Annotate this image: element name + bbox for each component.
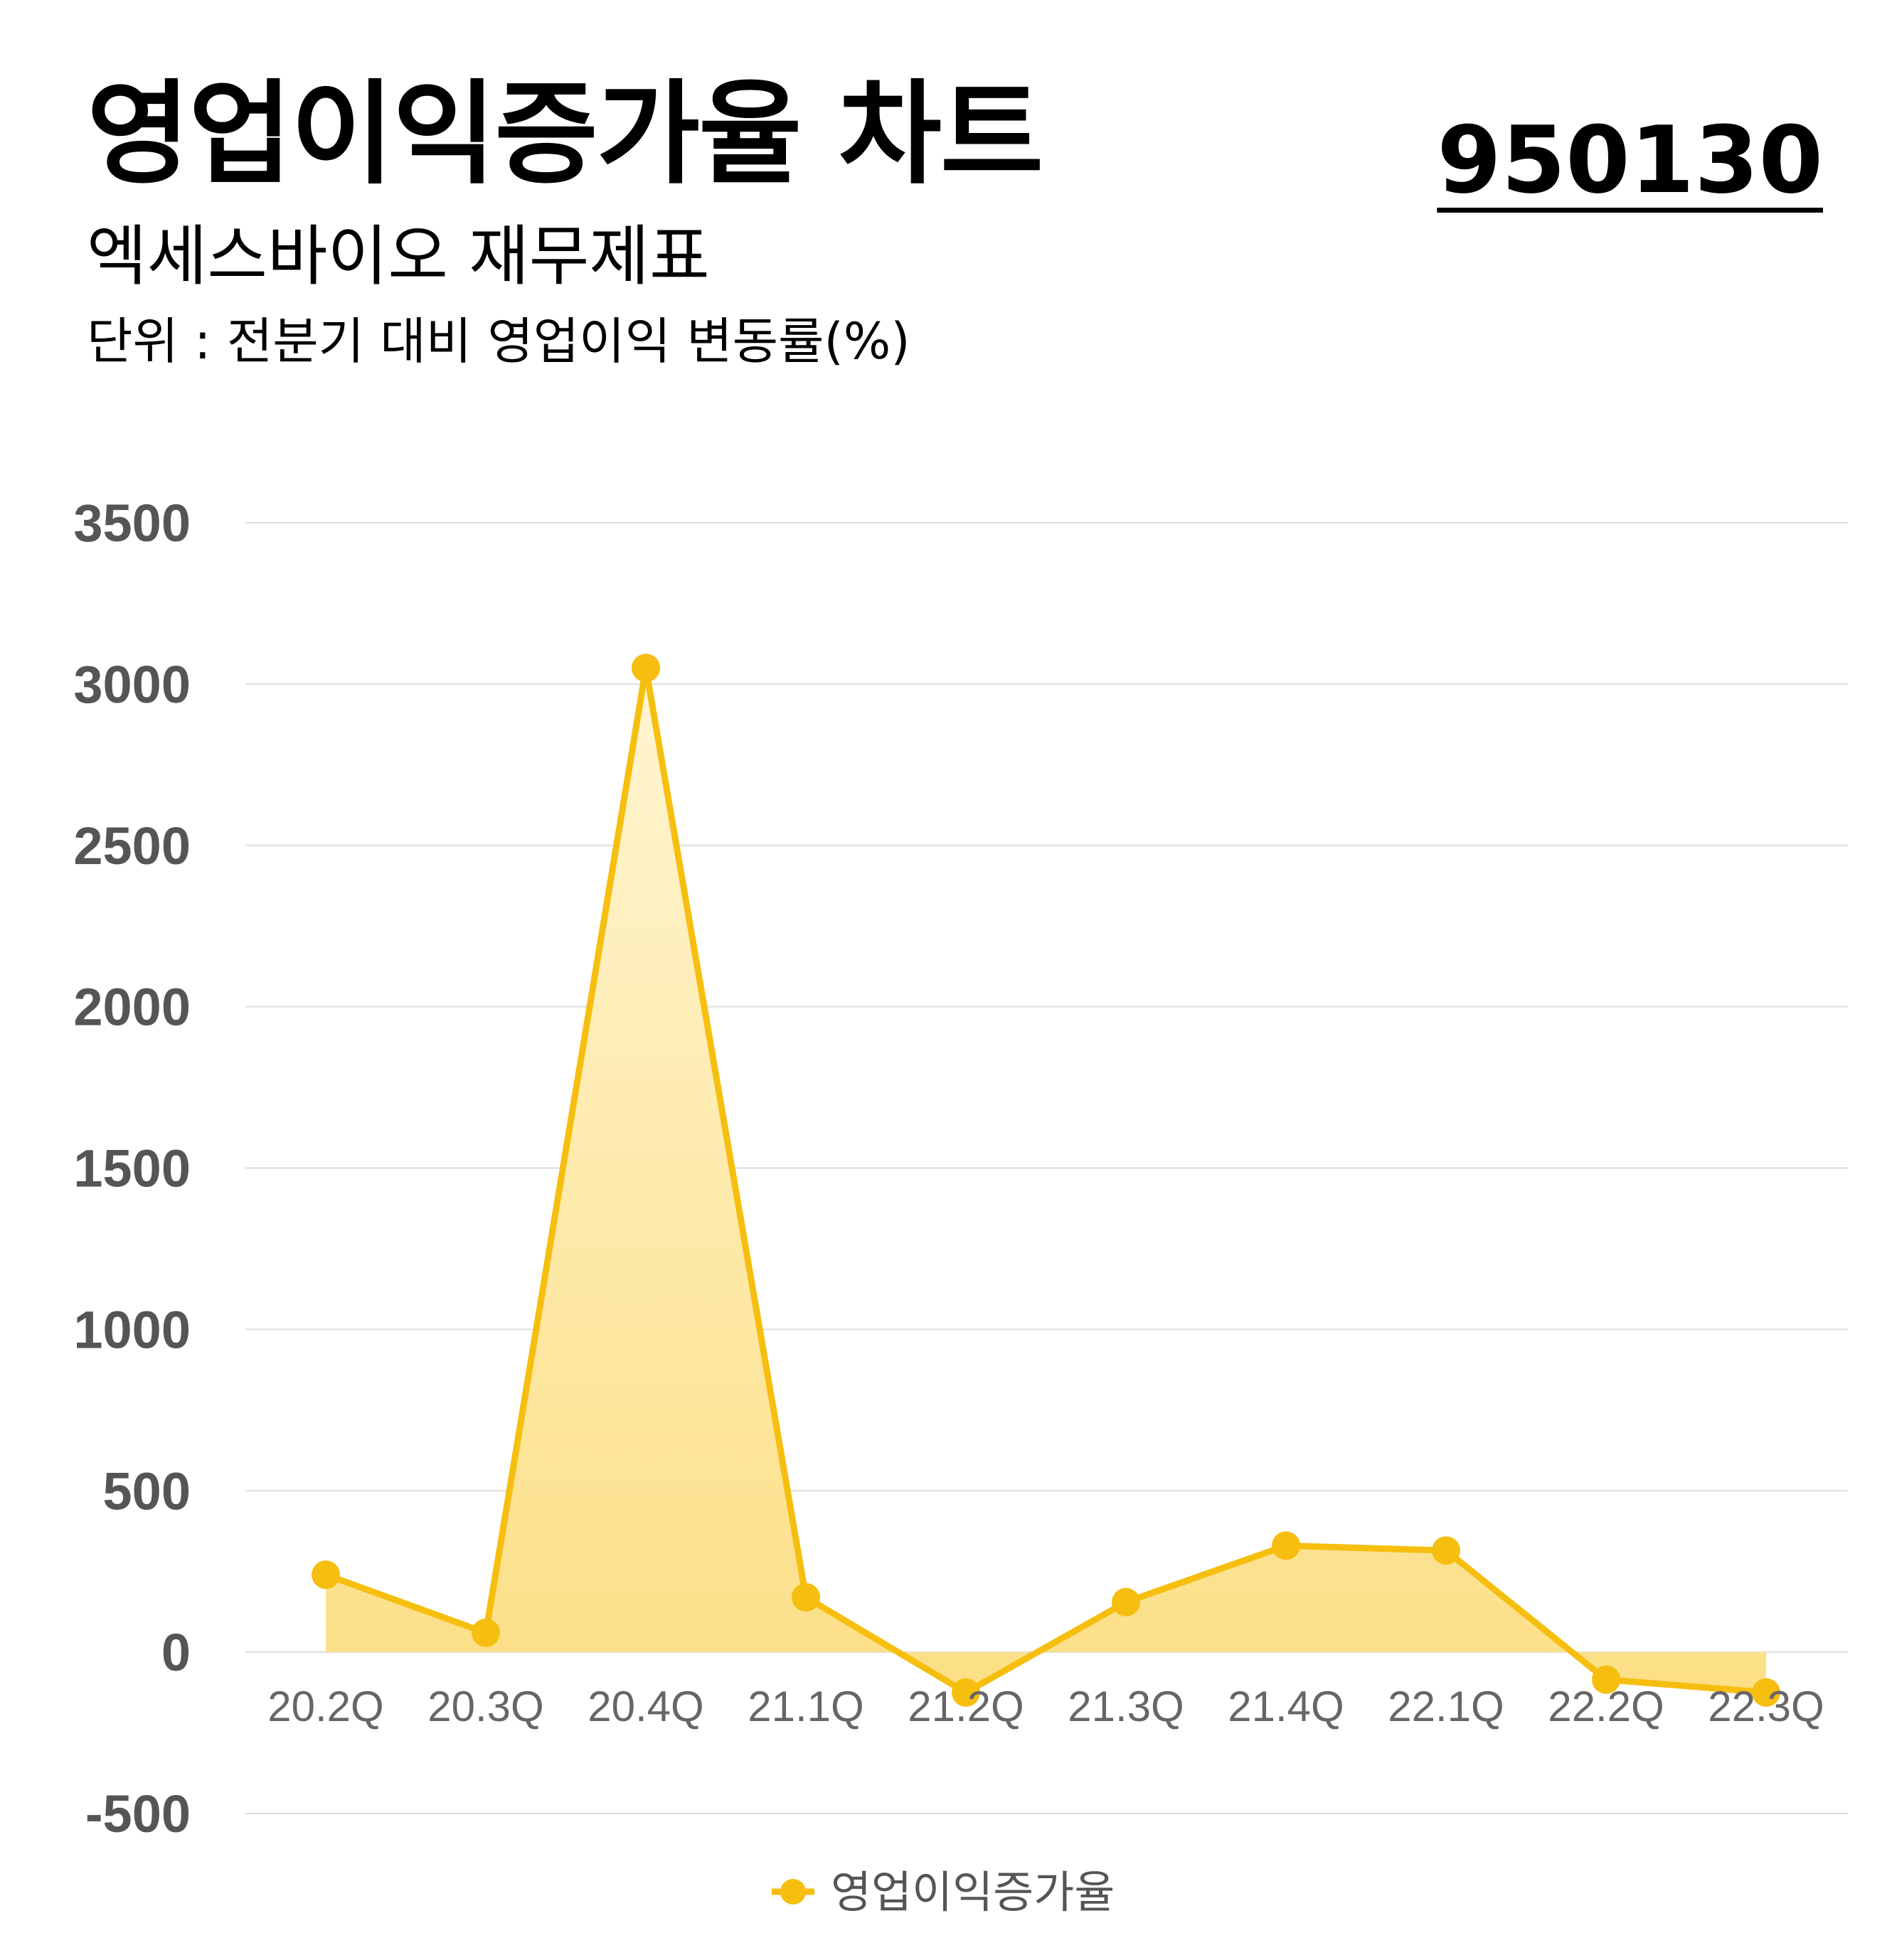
unit-label: 단위 : 전분기 대비 영업이익 변동률(%) — [87, 312, 910, 371]
y-tick-label: 3000 — [73, 655, 191, 714]
data-point — [952, 1678, 980, 1707]
y-tick-label: 500 — [103, 1461, 191, 1520]
x-tick-label: 20.3Q — [427, 1683, 543, 1730]
x-tick-label: 20.4Q — [588, 1683, 703, 1730]
data-point — [1112, 1587, 1140, 1617]
chart-title: 영업이익증가율 차트 — [87, 69, 1043, 200]
data-point — [792, 1582, 820, 1612]
legend-marker — [780, 1879, 806, 1905]
data-points — [312, 654, 1780, 1707]
data-point — [1272, 1531, 1300, 1560]
y-tick-label: -500 — [85, 1784, 191, 1843]
data-point — [632, 654, 660, 683]
series-line — [322, 664, 1770, 1696]
x-tick-label: 21.2Q — [908, 1683, 1024, 1730]
chart-subtitle: 엑세스바이오 재무제표 — [87, 218, 710, 294]
y-axis: 3500 3000 2500 2000 1500 1000 500 0 -500 — [73, 494, 191, 1843]
legend: 영업이익증가율 — [772, 1866, 1115, 1918]
data-point — [312, 1560, 340, 1589]
x-tick-label: 21.3Q — [1068, 1683, 1184, 1730]
y-tick-label: 1500 — [73, 1139, 191, 1198]
y-tick-label: 2500 — [73, 816, 191, 875]
data-point — [1432, 1536, 1460, 1565]
area-fill — [326, 668, 1766, 1693]
area-fill-shape — [326, 668, 1766, 1693]
x-tick-label: 22.3Q — [1708, 1683, 1824, 1730]
y-tick-label: 1000 — [73, 1300, 191, 1359]
x-tick-label: 20.2Q — [267, 1683, 383, 1730]
data-point — [1592, 1665, 1620, 1694]
y-tick-label: 2000 — [73, 978, 191, 1037]
data-point — [472, 1618, 500, 1647]
x-tick-label: 22.1Q — [1388, 1683, 1504, 1730]
x-axis: 20.2Q 20.3Q 20.4Q 21.1Q 21.2Q 21.3Q 21.4Q 22.1Q… — [267, 1683, 1824, 1730]
x-tick-label: 21.4Q — [1228, 1683, 1344, 1730]
x-tick-label: 21.1Q — [748, 1683, 864, 1730]
x-tick-label: 22.2Q — [1548, 1683, 1664, 1730]
data-point — [1752, 1678, 1780, 1707]
stock-code: 950130 — [1437, 106, 1823, 214]
series-line-path — [322, 664, 1770, 1696]
y-tick-label: 3500 — [73, 494, 191, 553]
legend-label: 영업이익증가율 — [831, 1866, 1115, 1918]
y-tick-label: 0 — [161, 1623, 191, 1682]
